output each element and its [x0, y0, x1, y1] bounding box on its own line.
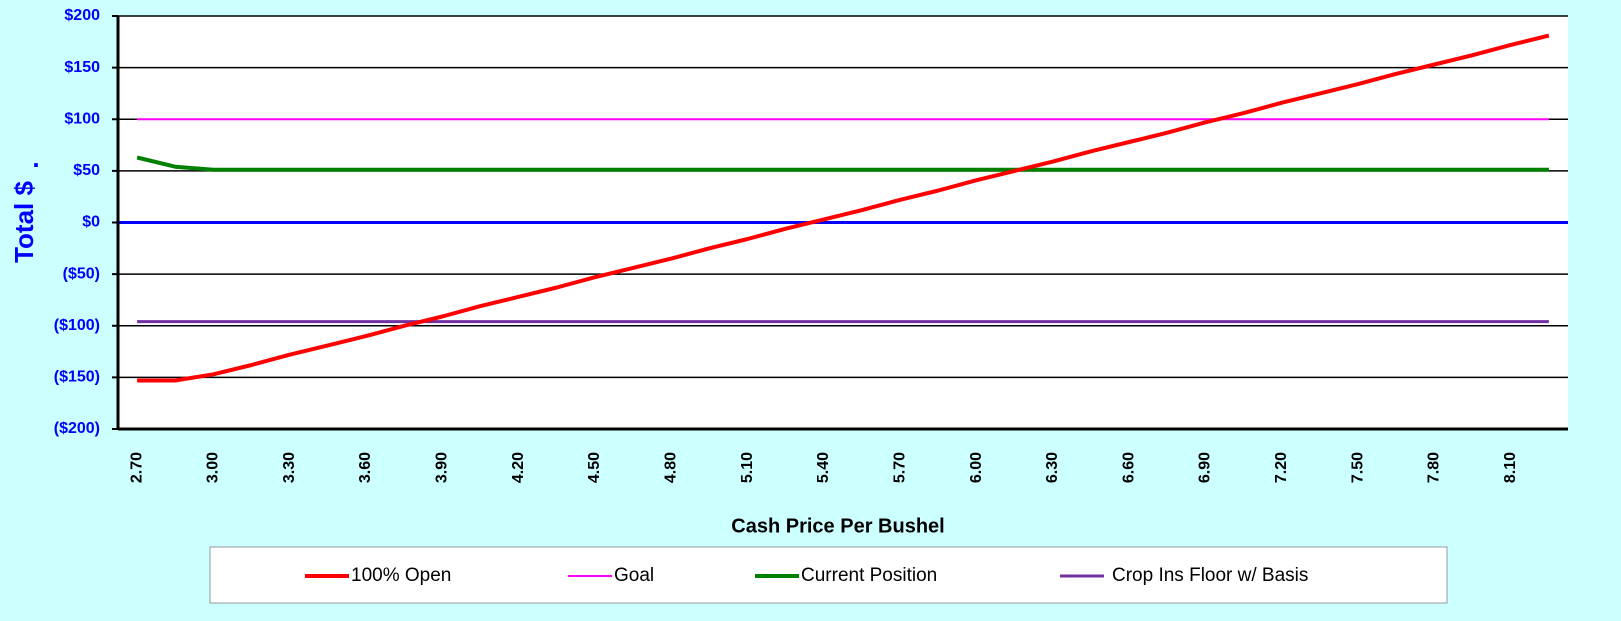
x-tick-label: 4.50	[586, 452, 603, 483]
x-tick-label: 2.70	[128, 452, 145, 483]
x-tick-label: 3.00	[205, 452, 222, 483]
legend-label: Goal	[614, 565, 654, 586]
x-tick-label: 7.80	[1426, 452, 1443, 483]
x-tick-label: 6.30	[1044, 452, 1061, 483]
y-tick-label: ($200)	[54, 420, 100, 437]
y-tick-label: $0	[82, 214, 100, 231]
x-tick-label: 5.70	[891, 452, 908, 483]
x-tick-label: 8.10	[1502, 452, 1519, 483]
legend-label: Crop Ins Floor w/ Basis	[1112, 565, 1308, 586]
legend-label: Current Position	[801, 565, 937, 586]
y-tick-label: $50	[73, 162, 100, 179]
y-axis-title: Total $	[9, 181, 39, 263]
x-tick-label: 3.60	[357, 452, 374, 483]
x-tick-label: 5.40	[815, 452, 832, 483]
x-tick-label: 4.20	[510, 452, 527, 483]
y-tick-label: $150	[64, 59, 100, 76]
annotation: .	[32, 143, 39, 173]
y-tick-label: ($50)	[63, 265, 100, 282]
x-tick-label: 6.60	[1120, 452, 1137, 483]
y-tick-label: $100	[64, 110, 100, 127]
x-tick-label: 3.30	[281, 452, 298, 483]
x-tick-label: 4.80	[663, 452, 680, 483]
y-tick-label: $200	[64, 7, 100, 24]
x-tick-label: 7.20	[1273, 452, 1290, 483]
y-tick-label: ($150)	[54, 369, 100, 386]
series-line	[136, 155, 1549, 172]
legend	[209, 546, 1448, 604]
x-axis-title: Cash Price Per Bushel	[731, 515, 944, 537]
x-tick-label: 5.10	[739, 452, 756, 483]
x-tick-label: 3.90	[434, 452, 451, 483]
series-line	[137, 33, 1550, 383]
legend-label: 100% Open	[351, 565, 451, 586]
x-tick-label: 6.00	[968, 452, 985, 483]
x-tick-label: 6.90	[1197, 452, 1214, 483]
x-tick-label: 7.50	[1349, 452, 1366, 483]
y-tick-label: ($100)	[54, 317, 100, 334]
